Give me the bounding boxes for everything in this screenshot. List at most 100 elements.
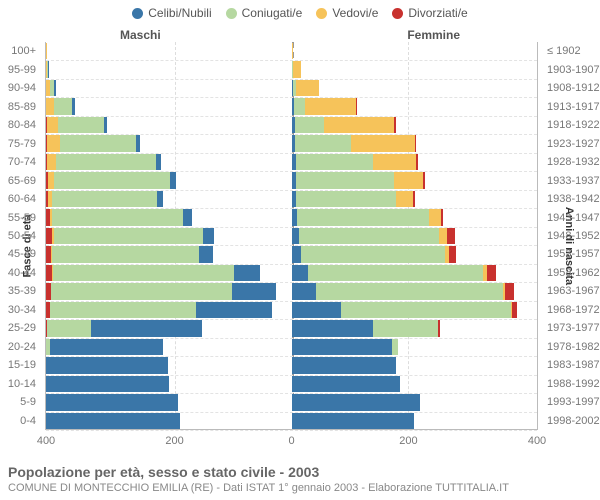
gridline-h [46,79,537,80]
male-bar [46,135,292,151]
gridline-h [46,116,537,117]
birth-year-label: 1933-1937 [547,175,600,187]
age-label: 50-54 [0,230,36,242]
birth-year-label: ≤ 1902 [547,45,600,57]
x-tick-label: 200 [399,435,417,447]
male-bar [46,339,292,355]
male-bar [46,376,292,392]
bar-segment [292,339,393,355]
birth-year-label: 1993-1997 [547,396,600,408]
bar-segment [296,191,395,207]
age-row [46,60,537,78]
bar-segment [447,228,455,244]
bar-segment [58,117,104,133]
bar-segment [295,117,324,133]
bar-segment [48,61,49,77]
bar-segment [487,265,496,281]
gridline-h [46,282,537,283]
bar-segment [351,135,415,151]
female-bar [292,246,538,262]
x-tick-label: 0 [288,435,294,447]
bar-segment [297,209,429,225]
gridline-h [46,338,537,339]
age-label: 55-59 [0,212,36,224]
bar-segment [292,376,400,392]
birth-year-label: 1988-1992 [547,378,600,390]
age-label: 85-89 [0,101,36,113]
birth-year-label: 1928-1932 [547,156,600,168]
gridline-h [46,208,537,209]
birth-year-label: 1923-1927 [547,138,600,150]
male-bar [46,43,292,59]
age-label: 25-29 [0,322,36,334]
bar-segment [52,209,184,225]
bar-segment [292,320,374,336]
bar-segment [293,61,301,77]
gridline-h [46,356,537,357]
male-bar [46,228,292,244]
legend-swatch-0 [132,8,143,19]
age-label: 75-79 [0,138,36,150]
bar-segment [183,209,192,225]
gridline-h [46,227,537,228]
bar-segment [295,135,351,151]
female-bar [292,154,538,170]
bar-segment [439,228,447,244]
male-bar [46,302,292,318]
female-bar [292,209,538,225]
bar-segment [136,135,140,151]
birth-year-label: 1958-1962 [547,267,600,279]
male-bar [46,154,292,170]
female-bar [292,228,538,244]
bar-segment [157,191,163,207]
bar-segment [54,80,56,96]
bar-segment [394,117,395,133]
male-bar [46,320,292,336]
bar-segment [72,98,75,114]
gridline-h [46,319,537,320]
bar-segment [292,357,396,373]
gridline-h [46,134,537,135]
gridline-h [46,301,537,302]
age-label: 10-14 [0,378,36,390]
bar-segment [292,413,415,429]
bar-segment [415,135,416,151]
bar-segment [47,154,56,170]
female-bar [292,302,538,318]
male-bar [46,80,292,96]
bar-segment [46,98,54,114]
age-label: 45-49 [0,248,36,260]
chart-footer: Popolazione per età, sesso e stato civil… [8,464,509,494]
age-row [46,264,537,282]
age-row [46,301,537,319]
gridline-h [46,190,537,191]
age-label: 40-44 [0,267,36,279]
bar-segment [196,302,272,318]
male-bar [46,246,292,262]
bar-segment [46,394,178,410]
age-row [46,245,537,263]
bar-segment [292,43,294,59]
birth-year-label: 1973-1977 [547,322,600,334]
x-tick-label: 400 [528,435,546,447]
bar-segment [356,98,357,114]
male-bar [46,172,292,188]
bar-segment [305,98,356,114]
female-bar [292,320,538,336]
legend: Celibi/Nubili Coniugati/e Vedovi/e Divor… [0,6,600,20]
gridline-h [46,375,537,376]
age-row [46,338,537,356]
bar-segment [46,357,168,373]
age-label: 0-4 [0,415,36,427]
female-bar [292,283,538,299]
bar-segment [47,117,59,133]
birth-year-label: 1968-1972 [547,304,600,316]
bar-segment [396,191,414,207]
bar-segment [170,172,176,188]
female-bar [292,117,538,133]
bar-segment [91,320,202,336]
female-bar [292,191,538,207]
gridline-h [46,264,537,265]
bar-segment [47,320,91,336]
bar-segment [54,228,203,244]
